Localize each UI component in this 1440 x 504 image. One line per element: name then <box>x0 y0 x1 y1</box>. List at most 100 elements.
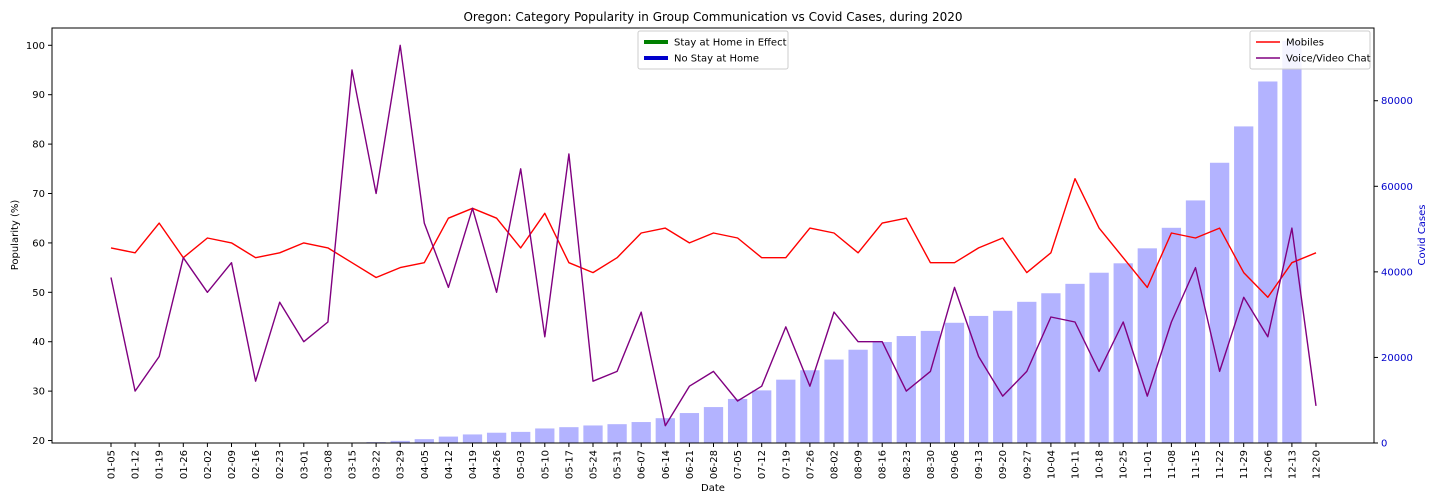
y2-tick-label: 20000 <box>1381 353 1413 364</box>
covid-bar <box>390 440 410 443</box>
covid-bar <box>800 370 820 443</box>
x-tick-label: 05-03 <box>516 450 527 479</box>
x-tick-label: 05-31 <box>613 450 624 479</box>
x-tick-label: 03-29 <box>396 450 407 479</box>
x-tick-label: 01-12 <box>131 450 142 479</box>
x-tick-label: 03-01 <box>299 450 310 479</box>
covid-bar <box>872 342 892 443</box>
x-tick-label: 11-22 <box>1215 450 1226 479</box>
series-line <box>110 44 1317 427</box>
x-tick-label: 06-21 <box>685 450 696 479</box>
x-tick-label: 11-15 <box>1191 450 1202 479</box>
legend-label: Voice/Video Chat <box>1286 54 1371 65</box>
x-tick-label: 09-27 <box>1022 450 1033 479</box>
series-line <box>110 177 1317 298</box>
x-tick-label: 07-05 <box>733 450 744 479</box>
covid-bar <box>631 422 651 443</box>
x-tick-label: 07-26 <box>805 450 816 479</box>
covid-bar <box>776 379 796 443</box>
x-tick-label: 08-23 <box>902 450 913 479</box>
covid-bar <box>1234 126 1254 443</box>
x-tick-label: 10-11 <box>1071 450 1082 479</box>
x-tick-label: 03-22 <box>372 450 383 479</box>
x-tick-label: 04-19 <box>468 450 479 479</box>
y-tick-label: 30 <box>32 387 45 398</box>
covid-bar <box>535 428 555 443</box>
x-tick-label: 05-17 <box>564 450 575 479</box>
y-tick-label: 90 <box>32 90 45 101</box>
y-tick-label: 40 <box>32 337 45 348</box>
x-tick-label: 05-24 <box>589 450 600 479</box>
x-tick-label: 11-01 <box>1143 450 1154 479</box>
covid-bar <box>607 424 627 443</box>
x-tick-label: 02-09 <box>227 450 238 479</box>
covid-bar <box>1161 227 1182 443</box>
y2-axis-label: Covid Cases <box>1417 204 1428 265</box>
x-tick-label: 10-18 <box>1095 450 1106 479</box>
legend-series: Mobiles Voice/Video Chat <box>1249 30 1371 70</box>
legend-label: Stay at Home in Effect <box>674 38 787 49</box>
covid-bar <box>703 407 724 443</box>
x-tick-label: 08-16 <box>878 450 889 479</box>
y2-tick-label: 60000 <box>1381 182 1413 193</box>
covid-bar <box>1137 248 1157 443</box>
x-tick-label: 06-28 <box>709 450 720 479</box>
x-tick-label: 11-29 <box>1239 450 1250 479</box>
x-tick-label: 04-12 <box>444 450 455 479</box>
covid-bar <box>1065 283 1085 443</box>
x-tick-label: 09-06 <box>950 450 961 479</box>
x-tick-label: 01-26 <box>179 450 190 479</box>
x-tick-label: 03-15 <box>348 450 359 479</box>
x-tick-label: 06-07 <box>637 450 648 479</box>
covid-bar <box>727 398 748 443</box>
covid-bar <box>511 431 531 443</box>
x-tick-label: 08-02 <box>830 450 841 479</box>
covid-bar <box>583 425 603 443</box>
covid-bar <box>679 413 700 443</box>
covid-bar <box>414 439 434 443</box>
x-tick-label: 05-10 <box>540 450 551 479</box>
x-tick-label: 07-19 <box>781 450 792 479</box>
covid-bar <box>462 434 483 443</box>
x-tick-label: 10-04 <box>1046 450 1057 479</box>
x-tick-label: 12-06 <box>1263 450 1274 479</box>
x-tick-label: 04-05 <box>420 450 431 479</box>
series-lines <box>110 44 1317 427</box>
x-tick-label: 04-26 <box>492 450 503 479</box>
x-tick-label: 02-16 <box>251 450 262 479</box>
covid-bar <box>1089 272 1109 443</box>
x-tick-label: 12-20 <box>1312 450 1323 479</box>
y-axis-left: 20 30 40 50 60 70 80 90 100 <box>26 41 52 447</box>
x-tick-label: 07-12 <box>757 450 768 479</box>
x-axis-label: Date <box>701 483 725 494</box>
y2-tick-label: 80000 <box>1381 96 1413 107</box>
legend-box <box>1249 30 1371 70</box>
y-axis-right: 0 20000 40000 60000 80000 <box>1374 96 1413 450</box>
x-tick-label: 01-19 <box>155 450 166 479</box>
covid-bar <box>993 310 1013 443</box>
y2-tick-label: 40000 <box>1381 267 1413 278</box>
covid-bar <box>655 418 675 443</box>
x-tick-label: 11-08 <box>1167 450 1178 479</box>
y-tick-label: 60 <box>32 238 45 249</box>
legend-label: Mobiles <box>1286 38 1324 49</box>
covid-bars <box>366 40 1302 444</box>
x-tick-label: 08-30 <box>926 450 937 479</box>
chart-title: Oregon: Category Popularity in Group Com… <box>463 10 962 24</box>
covid-bar <box>752 390 772 443</box>
covid-bar <box>1258 81 1278 444</box>
covid-bar <box>824 359 844 443</box>
x-tick-label: 01-05 <box>107 450 118 479</box>
covid-bar <box>920 330 941 443</box>
y-tick-label: 50 <box>32 288 45 299</box>
covid-bar <box>968 315 989 443</box>
covid-bar <box>438 436 459 443</box>
covid-bar <box>944 322 965 443</box>
x-tick-label: 09-20 <box>998 450 1009 479</box>
x-tick-label: 10-25 <box>1119 450 1130 479</box>
y-tick-label: 70 <box>32 189 45 200</box>
x-tick-label: 03-08 <box>323 450 334 479</box>
covid-bar <box>1113 263 1133 443</box>
y-axis-label: Popularity (%) <box>10 200 21 271</box>
